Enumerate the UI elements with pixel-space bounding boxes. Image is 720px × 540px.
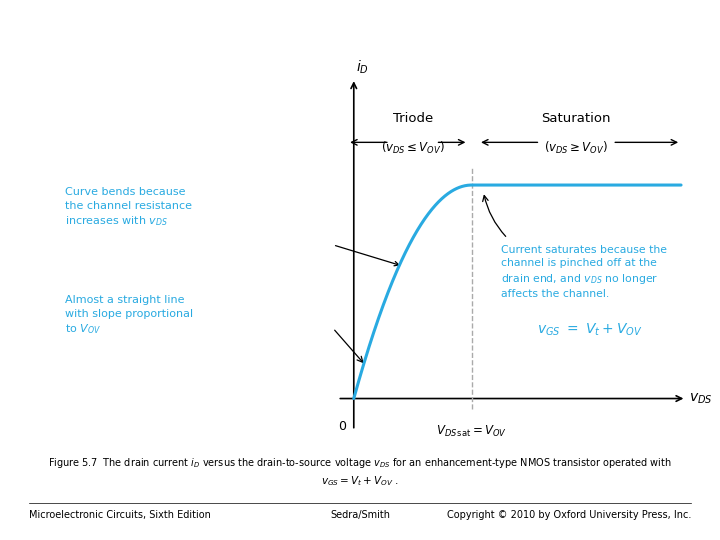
Text: $(v_{DS} \leq V_{OV})$: $(v_{DS} \leq V_{OV})$ (381, 140, 445, 156)
Text: $v_{GS}\ =\ V_t + V_{OV}$: $v_{GS}\ =\ V_t + V_{OV}$ (536, 322, 642, 339)
Text: $(v_{DS} \geq V_{OV})$: $(v_{DS} \geq V_{OV})$ (544, 140, 608, 156)
Text: $i_D$: $i_D$ (356, 59, 369, 76)
Text: Saturation: Saturation (541, 112, 611, 125)
Text: Figure 5.7  The drain current $i_D$ versus the drain-to-source voltage $v_{DS}$ : Figure 5.7 The drain current $i_D$ versu… (48, 456, 672, 470)
Text: Microelectronic Circuits, Sixth Edition: Microelectronic Circuits, Sixth Edition (29, 510, 211, 521)
Text: Current saturates because the
channel is pinched off at the
drain end, and $v_{D: Current saturates because the channel is… (501, 245, 667, 299)
Text: $v_{GS} = V_t + V_{OV}$ .: $v_{GS} = V_t + V_{OV}$ . (321, 474, 399, 488)
Text: Curve bends because
the channel resistance
increases with $v_{DS}$: Curve bends because the channel resistan… (65, 187, 192, 228)
Text: 0: 0 (338, 420, 346, 433)
Text: $V_{DS\,\mathrm{sat}} = V_{OV}$: $V_{DS\,\mathrm{sat}} = V_{OV}$ (436, 424, 507, 439)
Text: $v_{DS}$: $v_{DS}$ (689, 392, 713, 406)
Text: Almost a straight line
with slope proportional
to $V_{OV}$: Almost a straight line with slope propor… (65, 295, 193, 336)
Text: Sedra/Smith: Sedra/Smith (330, 510, 390, 521)
Text: Copyright © 2010 by Oxford University Press, Inc.: Copyright © 2010 by Oxford University Pr… (447, 510, 691, 521)
Text: Triode: Triode (392, 112, 433, 125)
